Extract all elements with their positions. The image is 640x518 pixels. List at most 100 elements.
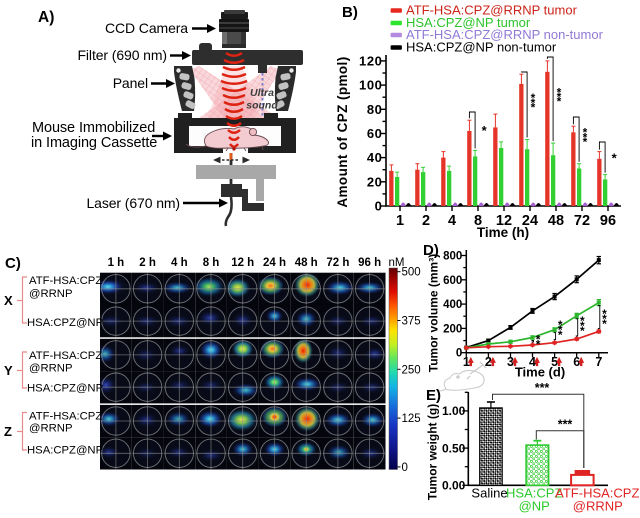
svg-text:*: * (580, 319, 585, 333)
svg-text:*: * (602, 312, 607, 326)
svg-text:HSA:CPZ@NP tumor: HSA:CPZ@NP tumor (406, 15, 531, 30)
svg-text:@RRNP: @RRNP (29, 423, 72, 435)
svg-text:Ultra: Ultra (250, 87, 274, 99)
svg-text:ATF-HSA:CPZ: ATF-HSA:CPZ (29, 275, 102, 287)
svg-text:Y: Y (4, 363, 13, 378)
svg-text:1: 1 (463, 355, 470, 369)
svg-text:sound: sound (246, 100, 278, 112)
svg-text:Tumor volume (mm³): Tumor volume (mm³) (427, 254, 441, 372)
svg-text:4: 4 (448, 213, 456, 229)
svg-text:B): B) (342, 4, 358, 21)
svg-text:HSA:CPZ@NP: HSA:CPZ@NP (27, 445, 103, 457)
svg-text:*: * (536, 333, 541, 347)
svg-text:96 h: 96 h (358, 257, 381, 269)
svg-text:96: 96 (600, 213, 616, 229)
svg-text:375: 375 (402, 316, 421, 328)
svg-text:*: * (531, 91, 536, 105)
svg-text:250: 250 (402, 364, 421, 376)
svg-text:Amount of CPZ (pmol): Amount of CPZ (pmol) (335, 56, 350, 207)
svg-text:*: * (557, 95, 562, 109)
svg-text:E): E) (426, 387, 441, 404)
svg-text:12: 12 (496, 213, 512, 229)
svg-text:Filter (690 nm): Filter (690 nm) (77, 47, 167, 63)
svg-text:Saline: Saline (471, 486, 507, 501)
svg-text:0: 0 (402, 462, 408, 474)
svg-text:20: 20 (367, 174, 383, 189)
svg-text:24: 24 (522, 213, 538, 229)
svg-text:125: 125 (402, 413, 421, 425)
svg-text:40: 40 (367, 150, 383, 165)
svg-text:*: * (558, 323, 563, 337)
svg-text:0.00: 0.00 (442, 479, 466, 493)
svg-text:*: * (536, 337, 541, 351)
svg-text:@RRNP: @RRNP (29, 288, 72, 300)
svg-text:ATF-HSA:CPZ@RRNP non-tumor: ATF-HSA:CPZ@RRNP non-tumor (406, 27, 604, 42)
svg-text:*: * (558, 318, 563, 332)
svg-text:*: * (602, 307, 607, 321)
svg-text:***: *** (558, 418, 573, 432)
svg-text:800: 800 (443, 251, 462, 263)
svg-text:in Imaging Cassette: in Imaging Cassette (31, 135, 157, 151)
svg-text:C): C) (5, 255, 21, 272)
svg-text:0: 0 (375, 199, 383, 214)
svg-text:Laser (670 nm): Laser (670 nm) (86, 195, 180, 211)
svg-text:D): D) (423, 242, 439, 259)
svg-text:72 h: 72 h (326, 257, 349, 269)
svg-text:*: * (580, 324, 585, 338)
svg-text:400: 400 (443, 299, 462, 311)
svg-text:2 h: 2 h (139, 257, 156, 269)
svg-text:72: 72 (574, 213, 590, 229)
svg-text:1 h: 1 h (108, 257, 125, 269)
svg-text:120: 120 (359, 53, 383, 68)
svg-text:Tumor weight (g): Tumor weight (g) (426, 404, 440, 500)
svg-text:HSA:CPZ: HSA:CPZ (506, 486, 562, 501)
svg-text:Time (h): Time (h) (477, 225, 529, 240)
svg-text:5: 5 (551, 355, 558, 369)
svg-text:HSA:CPZ@NP non-tumor: HSA:CPZ@NP non-tumor (406, 40, 557, 55)
svg-text:*: * (557, 86, 562, 100)
svg-text:*: * (482, 123, 488, 138)
svg-text:Panel: Panel (113, 75, 148, 91)
svg-text:600: 600 (443, 275, 462, 287)
svg-text:60: 60 (367, 126, 383, 141)
svg-text:@RRNP: @RRNP (573, 499, 623, 514)
svg-text:1.00: 1.00 (442, 404, 466, 418)
svg-text:Time (d): Time (d) (515, 365, 565, 380)
svg-text:*: * (583, 130, 588, 144)
svg-text:@NP: @NP (519, 499, 550, 514)
svg-text:ATF-HSA:CPZ: ATF-HSA:CPZ (29, 350, 102, 362)
svg-text:0: 0 (456, 348, 462, 360)
svg-text:*: * (602, 317, 607, 331)
svg-text:HSA:CPZ@NP: HSA:CPZ@NP (27, 317, 103, 329)
svg-text:8: 8 (474, 213, 482, 229)
svg-text:A): A) (38, 9, 54, 26)
svg-text:CCD Camera: CCD Camera (105, 20, 188, 36)
svg-text:1: 1 (396, 213, 404, 229)
svg-text:48 h: 48 h (295, 257, 318, 269)
svg-text:2: 2 (485, 355, 492, 369)
svg-text:3: 3 (507, 355, 514, 369)
svg-text:*: * (531, 100, 536, 114)
svg-text:Z: Z (4, 424, 12, 439)
svg-text:200: 200 (443, 323, 462, 335)
svg-text:ATF-HSA:CPZ: ATF-HSA:CPZ (555, 486, 639, 501)
svg-text:nM: nM (389, 257, 405, 269)
svg-text:*: * (580, 314, 585, 328)
svg-text:*: * (583, 126, 588, 140)
svg-text:8 h: 8 h (203, 257, 220, 269)
svg-text:4: 4 (529, 355, 536, 369)
svg-text:80: 80 (367, 102, 383, 117)
svg-text:***: *** (535, 381, 550, 395)
svg-text:0.50: 0.50 (442, 441, 466, 455)
svg-text:X: X (4, 293, 13, 308)
svg-text:2: 2 (422, 213, 430, 229)
svg-text:6: 6 (573, 355, 580, 369)
svg-text:HSA:CPZ@NP: HSA:CPZ@NP (27, 383, 103, 395)
svg-text:ATF-HSA:CPZ@RRNP tumor: ATF-HSA:CPZ@RRNP tumor (406, 3, 578, 18)
svg-text:*: * (557, 90, 562, 104)
svg-text:*: * (558, 328, 563, 342)
svg-text:7: 7 (595, 355, 602, 369)
svg-text:12 h: 12 h (231, 257, 254, 269)
svg-text:*: * (583, 135, 588, 149)
svg-text:Mouse Immobilized: Mouse Immobilized (32, 120, 155, 136)
